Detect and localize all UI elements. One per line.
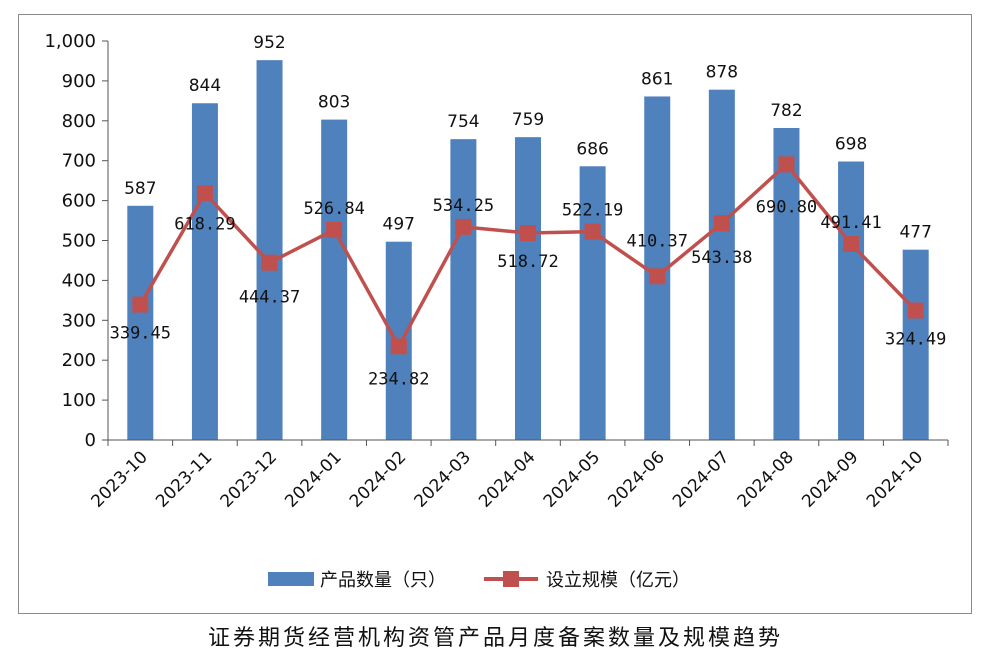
- x-tick-label: 2023-11: [152, 447, 216, 511]
- bar: [838, 161, 865, 441]
- legend-bar-label: 产品数量（只）: [320, 570, 446, 591]
- y-tick-label: 200: [62, 350, 96, 371]
- bar: [708, 89, 735, 440]
- line-data-label: 339.45: [110, 324, 171, 344]
- bar-data-labels: 587 844 952 803 497 754 759 686 861 878 782 698 477: [124, 33, 932, 243]
- bar-data-label: 952: [253, 33, 285, 53]
- x-tick-label: 2024-05: [540, 447, 604, 511]
- bar-data-label: 861: [641, 69, 673, 89]
- y-tick-label: 800: [62, 111, 96, 132]
- x-tick-label: 2024-04: [475, 447, 539, 511]
- y-axis: 0 100 200 300 400 500 600 700 800 900 1,000: [44, 31, 108, 451]
- y-tick-label: 600: [62, 191, 96, 212]
- bar-data-label: 759: [512, 110, 544, 130]
- bar-data-label: 587: [124, 179, 156, 199]
- line-marker: [843, 235, 860, 252]
- line-marker: [520, 225, 536, 242]
- line-marker: [390, 338, 407, 355]
- line-data-label: 526.84: [303, 199, 364, 219]
- x-tick-label: 2024-09: [798, 447, 862, 511]
- line-data-label: 534.25: [433, 196, 494, 216]
- line-data-label: 324.49: [885, 330, 946, 350]
- bar-data-label: 477: [899, 223, 931, 243]
- x-axis-labels: 2023-10 2023-11 2023-12 2024-01 2024-02 2024-…: [87, 447, 927, 511]
- line-marker: [196, 185, 213, 202]
- chart-caption: 证券期货经营机构资管产品月度备案数量及规模趋势: [207, 626, 783, 651]
- line-marker: [261, 254, 278, 271]
- y-tick-label: 500: [62, 231, 96, 252]
- x-tick-label: 2024-08: [734, 447, 798, 511]
- bar-data-label: 878: [706, 63, 738, 83]
- bar-data-label: 686: [576, 139, 608, 159]
- x-tick-label: 2023-10: [87, 447, 151, 511]
- y-tick-label: 400: [62, 270, 96, 291]
- line-data-label: 518.72: [497, 252, 558, 272]
- bar: [256, 60, 283, 440]
- line-data-label: 522.19: [562, 201, 623, 221]
- line-marker: [326, 221, 343, 238]
- bar: [515, 137, 541, 440]
- bar-data-label: 698: [835, 134, 867, 154]
- x-tick-label: 2024-03: [411, 447, 475, 511]
- axes: [107, 41, 949, 446]
- legend: 产品数量（只） 设立规模（亿元）: [268, 570, 690, 591]
- x-tick-label: 2023-12: [217, 447, 281, 511]
- bar-data-label: 803: [318, 93, 350, 113]
- line-data-label: 444.37: [239, 288, 300, 308]
- bar: [450, 139, 477, 441]
- y-tick-label: 700: [62, 151, 96, 172]
- y-tick-label: 900: [62, 71, 96, 92]
- line-series: [132, 156, 924, 355]
- line-marker: [907, 302, 924, 319]
- bar: [321, 119, 348, 440]
- line-data-labels: 339.45 618.29 444.37 526.84 234.82 534.25 518.…: [110, 196, 947, 389]
- line-marker: [713, 215, 730, 232]
- legend-line-marker: [503, 571, 519, 587]
- bar: [579, 166, 606, 440]
- legend-bar-swatch: [268, 572, 314, 586]
- line-data-label: 234.82: [368, 369, 429, 389]
- x-tick-label: 2024-07: [669, 447, 733, 511]
- bar-data-label: 497: [383, 215, 415, 235]
- x-tick-label: 2024-06: [604, 447, 668, 511]
- bar: [127, 205, 154, 440]
- line-data-label: 491.41: [820, 213, 881, 233]
- line-marker: [584, 223, 601, 240]
- y-tick-label: 100: [62, 390, 96, 411]
- y-tick-label: 300: [62, 310, 96, 331]
- legend-line-label: 设立规模（亿元）: [546, 570, 690, 591]
- bar-data-label: 754: [447, 112, 479, 132]
- x-tick-label: 2024-01: [281, 447, 345, 511]
- line-marker: [778, 156, 795, 173]
- x-tick-label: 2024-02: [346, 447, 410, 511]
- chart-frame: [18, 14, 972, 614]
- bar: [191, 103, 218, 440]
- line-marker: [649, 268, 666, 285]
- line-marker: [455, 218, 472, 235]
- line-data-label: 543.38: [691, 248, 752, 268]
- bar: [902, 249, 929, 440]
- bar-data-label: 844: [189, 76, 221, 96]
- y-tick-label: 1,000: [44, 31, 96, 52]
- line-data-label: 618.29: [174, 214, 235, 234]
- x-tick-label: 2024-10: [863, 447, 927, 511]
- bar: [773, 127, 800, 441]
- bar-series: [127, 60, 929, 441]
- line-marker: [132, 296, 149, 313]
- y-tick-label: 0: [85, 430, 96, 451]
- line-data-label: 410.37: [627, 231, 688, 251]
- bar-data-label: 782: [770, 101, 802, 121]
- line-data-label: 690.80: [756, 197, 817, 217]
